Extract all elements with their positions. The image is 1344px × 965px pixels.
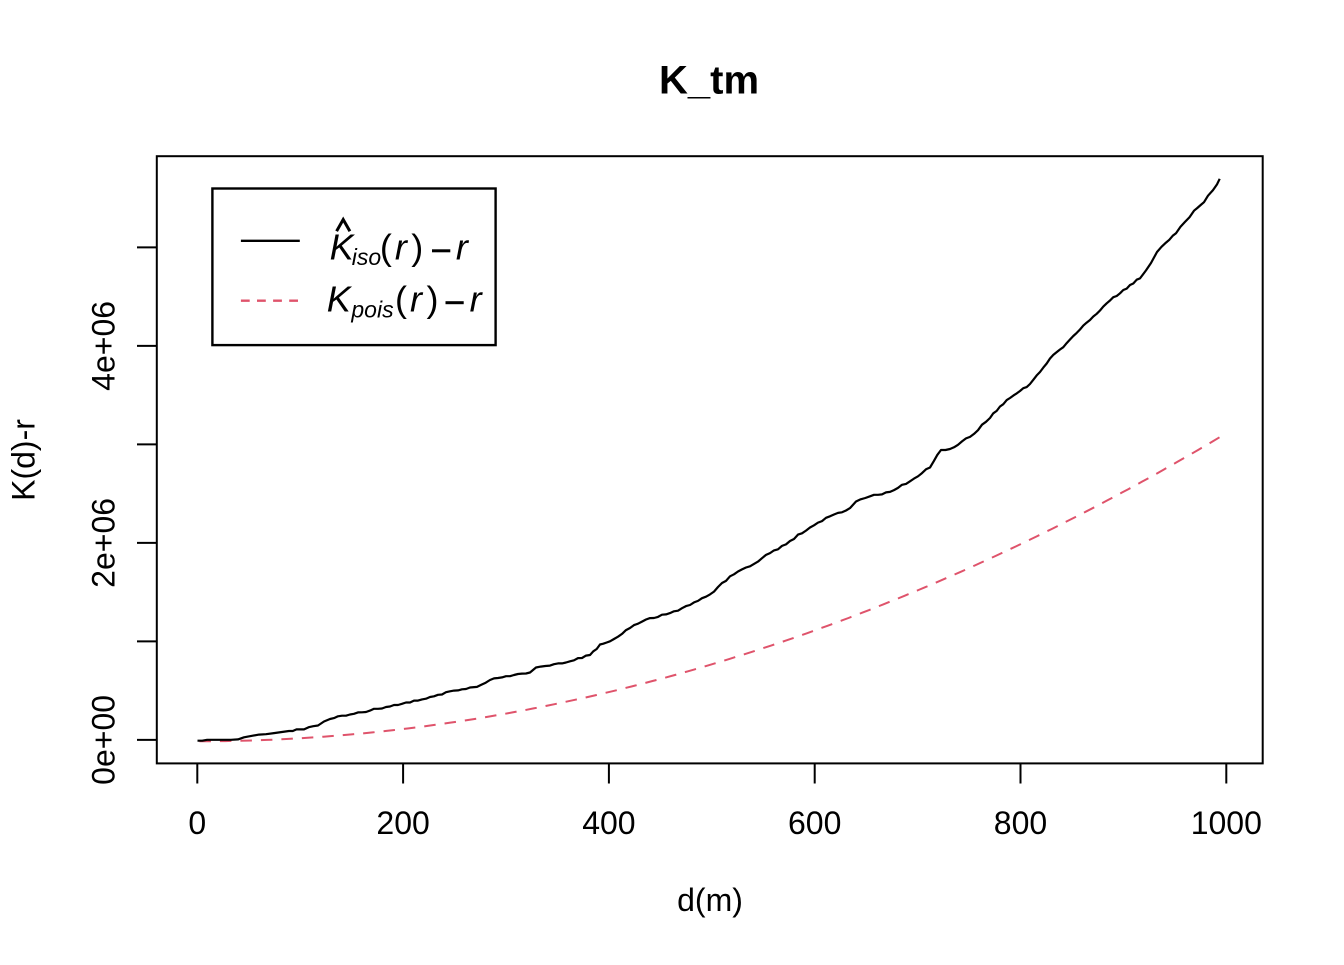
svg-text:K(d)-r: K(d)-r xyxy=(6,419,42,501)
svg-text:): ) xyxy=(427,279,439,320)
svg-text:r: r xyxy=(456,227,470,268)
svg-text:d(m): d(m) xyxy=(677,882,743,918)
svg-text:K: K xyxy=(330,227,356,268)
svg-text:600: 600 xyxy=(788,805,841,841)
svg-text:0e+00: 0e+00 xyxy=(86,695,122,785)
svg-text:K_tm: K_tm xyxy=(659,59,759,103)
svg-text:r: r xyxy=(470,279,484,320)
svg-text:1000: 1000 xyxy=(1191,805,1262,841)
svg-text:K: K xyxy=(327,279,353,320)
svg-text:): ) xyxy=(411,227,423,268)
svg-text:r: r xyxy=(410,279,424,320)
svg-text:800: 800 xyxy=(994,805,1047,841)
svg-text:200: 200 xyxy=(376,805,429,841)
svg-text:(: ( xyxy=(395,279,407,320)
svg-text:2e+06: 2e+06 xyxy=(86,498,122,588)
svg-text:0: 0 xyxy=(188,805,206,841)
svg-text:4e+06: 4e+06 xyxy=(86,301,122,391)
svg-text:r: r xyxy=(395,227,409,268)
svg-text:(: ( xyxy=(380,227,392,268)
svg-text:iso: iso xyxy=(352,244,382,270)
svg-text:400: 400 xyxy=(582,805,635,841)
svg-text:pois: pois xyxy=(350,297,394,323)
